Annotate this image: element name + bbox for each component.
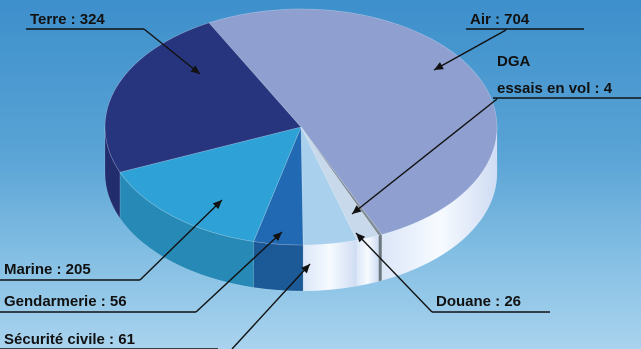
leader-arrow-gendarmerie <box>272 232 282 242</box>
pie-slices <box>104 8 498 246</box>
leader-arrow-securite-civile <box>300 264 310 274</box>
leader-line-terre <box>143 28 201 75</box>
label-terre: Terre : 324 <box>30 11 105 28</box>
leader-arrow-douane <box>356 233 366 243</box>
pie-slice-terre <box>104 22 302 173</box>
leader-line-securite-civile <box>231 263 311 349</box>
leader-arrow-terre <box>190 65 200 74</box>
leader-arrow-marine <box>212 200 222 210</box>
label-dga-essais-en-vol-line2: essais en vol : 4 <box>497 80 613 97</box>
pie-slice-securite-civile <box>300 126 358 246</box>
pie-side-securite-civile <box>302 239 357 292</box>
pie-slice-dga-essais-en-vol <box>300 126 383 236</box>
label-air: Air : 704 <box>470 11 530 28</box>
label-dga-essais-en-vol-line1: DGA <box>497 53 531 70</box>
label-marine: Marine : 205 <box>4 261 91 278</box>
leader-line-marine <box>139 199 223 281</box>
pie-slice-marine <box>119 126 302 242</box>
pie-slice-air <box>208 8 498 235</box>
leader-arrow-air <box>434 62 444 70</box>
pie-labels: Air : 704 DGA essais en vol : 4 Douane : 26… <box>0 11 641 349</box>
pie-sides <box>104 126 498 292</box>
leader-arrow-dga-essais-en-vol <box>352 205 362 214</box>
leader-line-gendarmerie <box>195 231 283 313</box>
pie-side-gendarmerie <box>253 241 304 292</box>
label-securite-civile: Sécurité civile : 61 <box>4 331 135 348</box>
label-douane: Douane : 26 <box>436 293 521 310</box>
leader-line-douane <box>355 232 433 313</box>
pie-side-douane <box>356 235 379 287</box>
leader-line-dga-essais-en-vol <box>351 98 498 215</box>
pie-slice-gendarmerie <box>253 126 304 246</box>
leader-line-air <box>433 29 507 71</box>
label-gendarmerie: Gendarmerie : 56 <box>4 293 127 310</box>
